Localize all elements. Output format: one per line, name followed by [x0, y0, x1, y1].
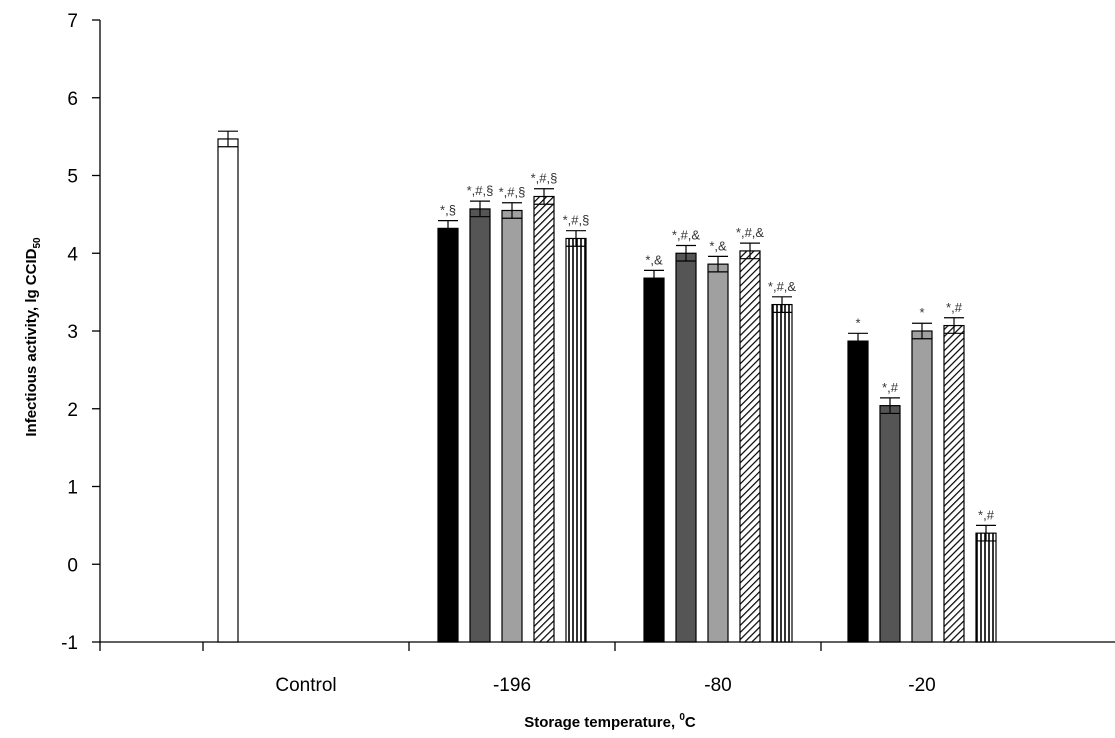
bar [975, 532, 997, 643]
y-axis-title: Infectious activity, lg CCID50 [23, 237, 43, 437]
y-tick-label: 0 [67, 555, 78, 576]
significance-label: *,# [882, 380, 899, 395]
bar [847, 340, 869, 643]
bar [771, 303, 793, 643]
y-tick-label: 3 [67, 322, 78, 343]
bar [469, 208, 491, 643]
bar [643, 277, 665, 643]
bar [911, 330, 933, 643]
bar [675, 252, 697, 643]
significance-label: *,& [645, 252, 663, 267]
significance-label: *,# [946, 300, 963, 315]
bar [501, 209, 523, 643]
significance-label: *,#,§ [531, 171, 558, 186]
bar [707, 263, 729, 643]
y-tick-label: 5 [67, 167, 78, 188]
significance-label: *,# [978, 507, 995, 522]
y-tick-label: 2 [67, 400, 78, 421]
x-category-label: -80 [704, 675, 731, 696]
plot-area: -1 0 1 2 3 4 5 6 7 Control -196 *,§ *,#,§ *,#,§ *,#,§ *… [61, 11, 1115, 696]
y-tick-label: 6 [67, 89, 78, 110]
significance-label: *,#,§ [563, 213, 590, 228]
y-tick-label: -1 [61, 633, 78, 654]
bar [533, 195, 555, 643]
significance-label: *,#,& [736, 225, 765, 240]
significance-label: * [855, 315, 860, 330]
x-category-label: -196 [493, 675, 531, 696]
x-axis-title: Storage temperature, 0C [524, 712, 696, 731]
y-tick-label: 4 [67, 244, 78, 265]
significance-label: *,#,§ [499, 185, 526, 200]
bar [739, 250, 761, 643]
significance-label: *,§ [440, 203, 456, 218]
bar [879, 405, 901, 643]
bar [217, 138, 239, 643]
significance-label: *,#,& [768, 279, 797, 294]
significance-label: * [919, 305, 924, 320]
y-tick-label: 1 [67, 478, 78, 499]
x-category-label: Control [275, 675, 336, 696]
x-category-label: -20 [908, 675, 935, 696]
significance-label: *,#,§ [467, 183, 494, 198]
significance-label: *,#,& [672, 227, 701, 242]
significance-label: *,& [709, 238, 727, 253]
bar [943, 324, 965, 643]
bar [437, 227, 459, 643]
bar [565, 237, 587, 643]
y-tick-label: 7 [67, 11, 78, 32]
